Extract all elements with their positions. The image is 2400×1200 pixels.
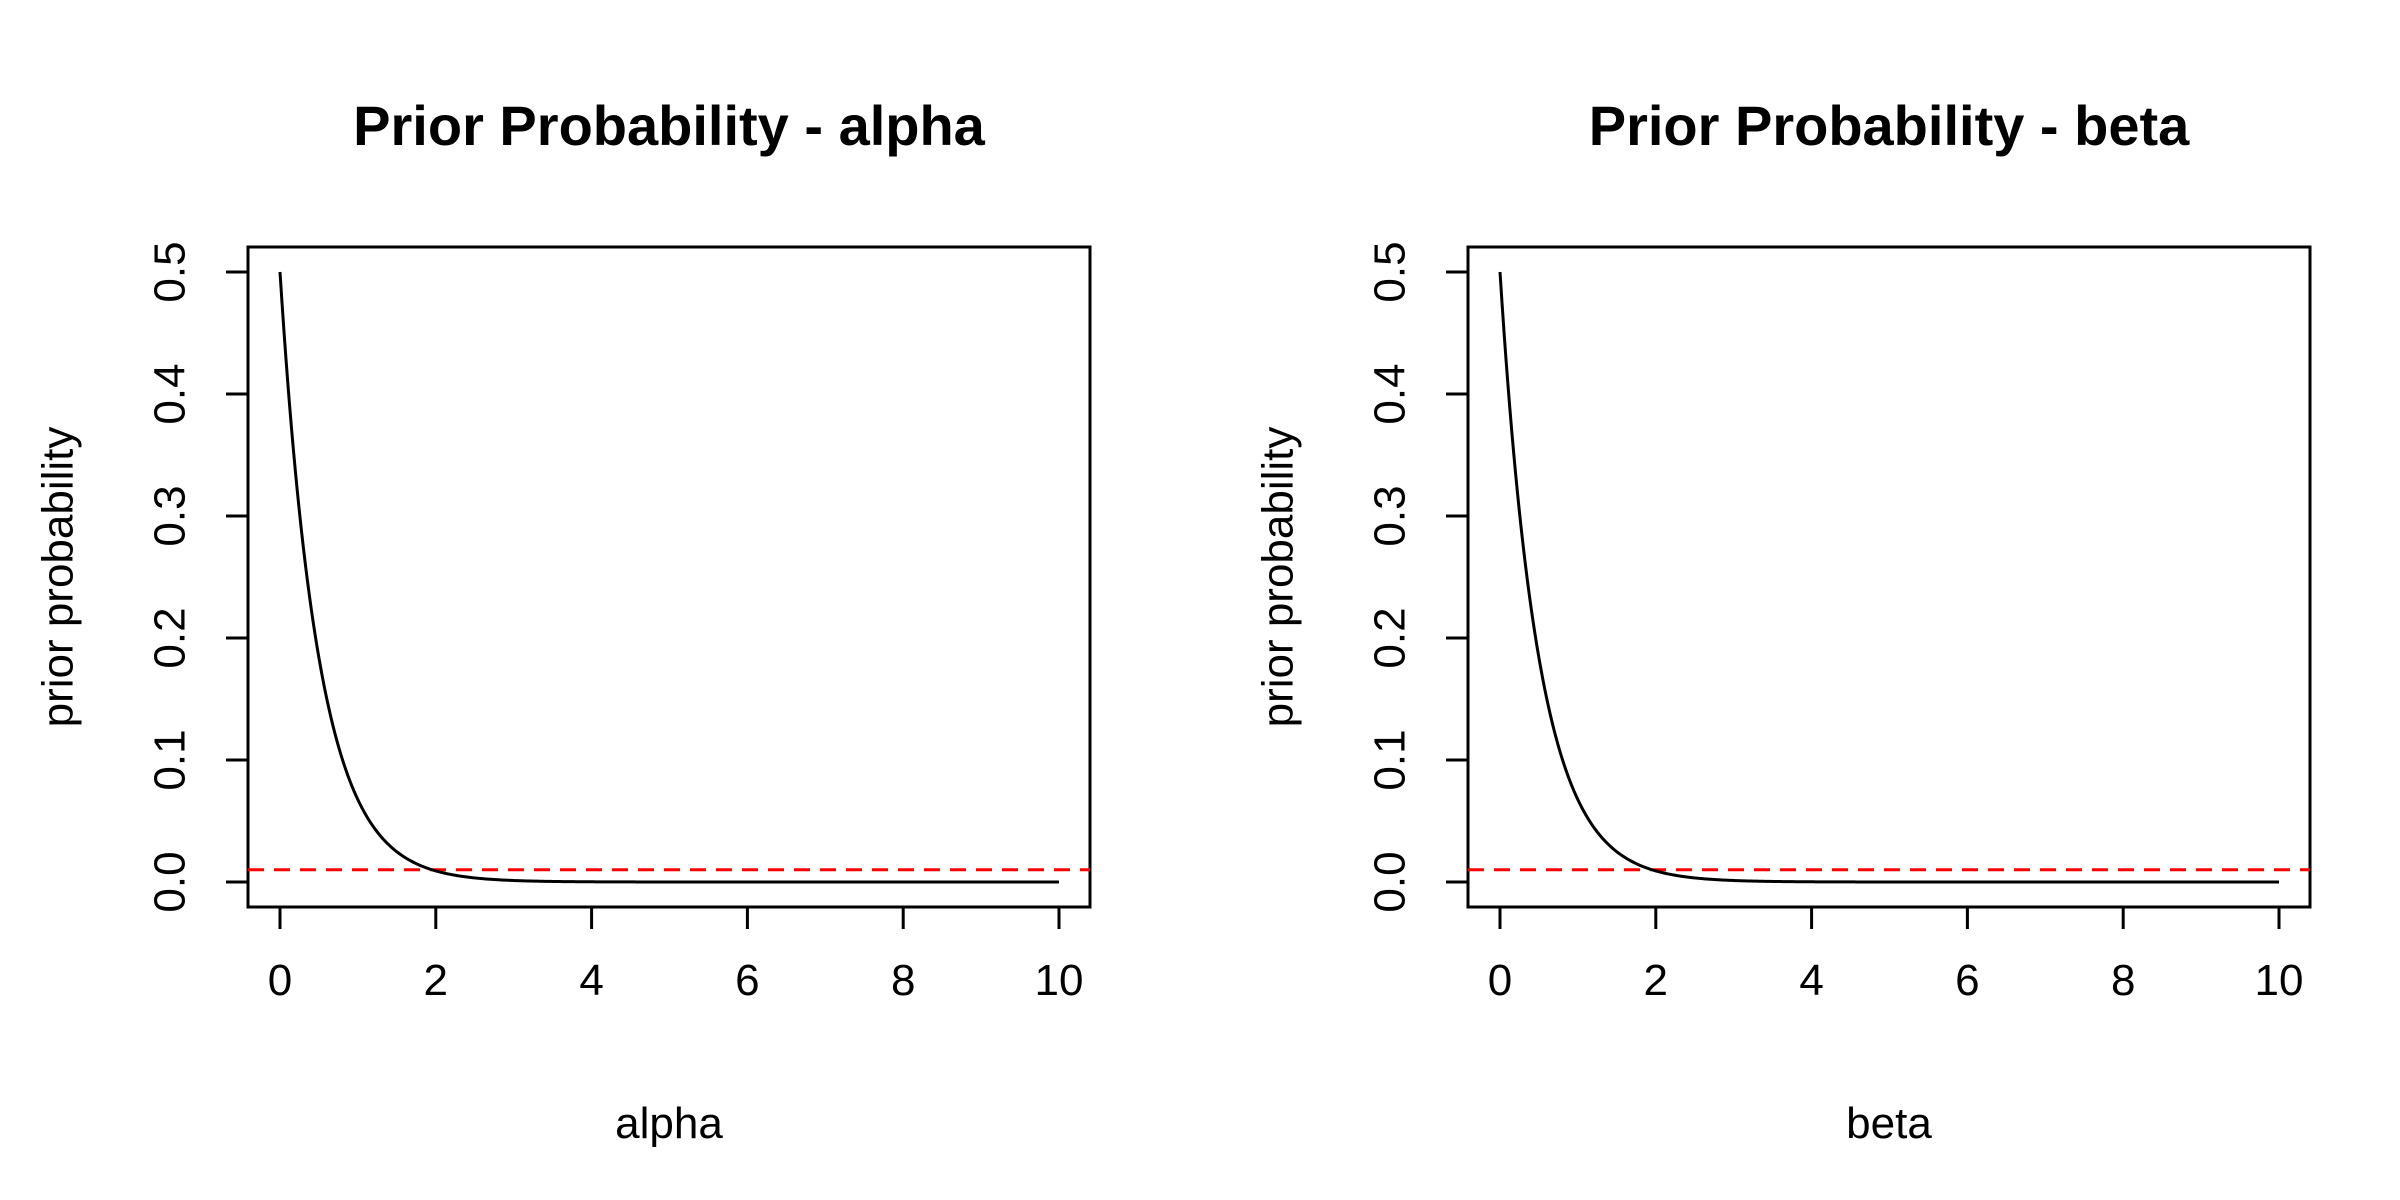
y-tick-label: 0.1	[1366, 729, 1415, 790]
x-tick-label: 2	[1644, 956, 1668, 1005]
plot-frame	[1466, 245, 2312, 909]
x-tick-label: 0	[268, 956, 292, 1005]
x-tick-label: 4	[1799, 956, 1823, 1005]
x-tick-label: 0	[1488, 956, 1512, 1005]
y-axis-label: prior probability	[34, 427, 83, 728]
y-tick-label: 0.4	[146, 363, 195, 424]
chart-panel-beta: Prior Probability - beta beta prior prob…	[1254, 94, 2312, 1148]
chart-panel-alpha: Prior Probability - alpha alpha prior pr…	[34, 94, 1092, 1148]
x-tick-label: 2	[424, 956, 448, 1005]
x-tick-label: 4	[579, 956, 603, 1005]
y-tick-label: 0.0	[1366, 851, 1415, 912]
density-curve	[278, 271, 1059, 884]
x-axis: 0 2 4 6 8 10	[1488, 905, 2304, 1005]
y-tick-label: 0.3	[1366, 485, 1415, 546]
y-tick-label: 0.5	[146, 241, 195, 302]
y-tick-label: 0.3	[146, 485, 195, 546]
x-tick-label: 8	[891, 956, 915, 1005]
y-axis-label: prior probability	[1254, 427, 1303, 728]
y-axis: 0.0 0.1 0.2 0.3 0.4 0.5	[1366, 241, 1470, 913]
plot-frame	[246, 245, 1092, 909]
y-axis: 0.0 0.1 0.2 0.3 0.4 0.5	[146, 241, 250, 913]
x-tick-label: 10	[1035, 956, 1084, 1005]
y-tick-label: 0.0	[146, 851, 195, 912]
x-tick-label: 6	[1955, 956, 1979, 1005]
x-tick-label: 10	[2255, 956, 2304, 1005]
x-axis-label: alpha	[615, 1099, 723, 1148]
x-tick-label: 6	[735, 956, 759, 1005]
x-tick-label: 8	[2111, 956, 2135, 1005]
y-tick-label: 0.2	[1366, 607, 1415, 668]
y-tick-label: 0.1	[146, 729, 195, 790]
x-axis: 0 2 4 6 8 10	[268, 905, 1084, 1005]
y-tick-label: 0.5	[1366, 241, 1415, 302]
chart-title: Prior Probability - alpha	[353, 94, 986, 157]
chart-title: Prior Probability - beta	[1589, 94, 2190, 157]
density-curve	[1498, 271, 2279, 884]
y-tick-label: 0.4	[1366, 363, 1415, 424]
y-tick-label: 0.2	[146, 607, 195, 668]
x-axis-label: beta	[1846, 1099, 1932, 1148]
